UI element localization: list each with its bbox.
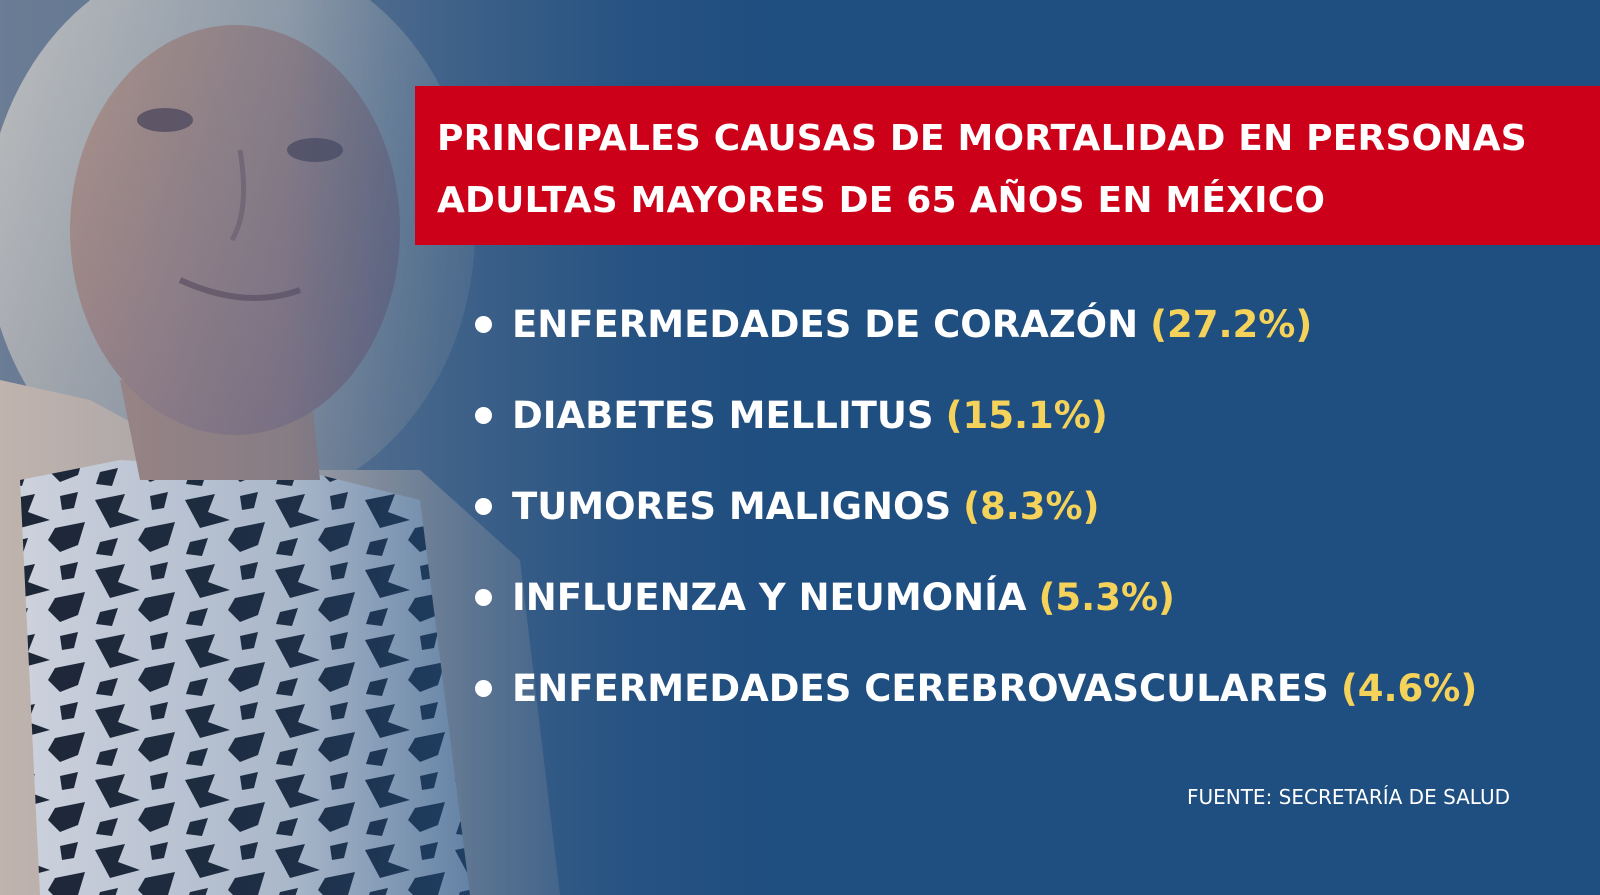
bullet-icon: [475, 316, 492, 333]
bullet-icon: [475, 407, 492, 424]
cause-name: ENFERMEDADES DE CORAZÓN: [512, 303, 1139, 346]
bullet-icon: [475, 589, 492, 606]
cause-percent: (4.6%): [1340, 667, 1478, 710]
bullet-icon: [475, 680, 492, 697]
list-item: DIABETES MELLITUS (15.1%): [472, 388, 1477, 479]
cause-percent: (5.3%): [1038, 576, 1175, 619]
list-item: ENFERMEDADES CEREBROVASCULARES (4.6%): [472, 661, 1477, 752]
title-line-2: ADULTAS MAYORES DE 65 AÑOS EN MÉXICO: [437, 180, 1326, 221]
cause-name: ENFERMEDADES CEREBROVASCULARES: [512, 667, 1329, 710]
cause-percent: (15.1%): [945, 394, 1108, 437]
source-credit: FUENTE: SECRETARÍA DE SALUD: [1186, 785, 1510, 809]
cause-percent: (8.3%): [963, 485, 1100, 528]
cause-name: TUMORES MALIGNOS: [512, 485, 952, 528]
list-item: TUMORES MALIGNOS (8.3%): [472, 479, 1477, 570]
title-banner: PRINCIPALES CAUSAS DE MORTALIDAD EN PERS…: [415, 86, 1600, 245]
cause-name: INFLUENZA Y NEUMONÍA: [512, 576, 1027, 619]
mortality-causes-list: ENFERMEDADES DE CORAZÓN (27.2%) DIABETES …: [472, 297, 1477, 752]
list-item: INFLUENZA Y NEUMONÍA (5.3%): [472, 570, 1477, 661]
bullet-icon: [475, 498, 492, 515]
list-item: ENFERMEDADES DE CORAZÓN (27.2%): [472, 297, 1477, 388]
cause-percent: (27.2%): [1150, 303, 1313, 346]
cause-name: DIABETES MELLITUS: [512, 394, 934, 437]
title-line-1: PRINCIPALES CAUSAS DE MORTALIDAD EN PERS…: [437, 118, 1527, 159]
